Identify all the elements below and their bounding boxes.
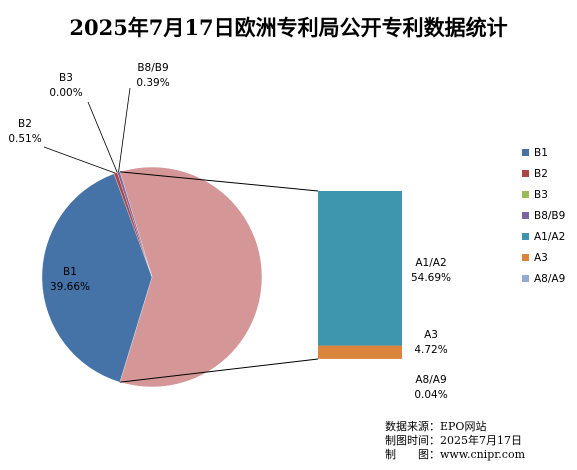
label-a3-value: 4.72% (414, 344, 447, 356)
legend-label-a1-a2: A1/A2 (534, 231, 565, 243)
legend-swatch-b2 (522, 170, 529, 177)
label-b1-value: 39.66% (50, 281, 90, 293)
leader-line-b8-b9 (119, 88, 130, 172)
legend: B1 B2 B3 B8/B9 A1/A2 A3 A8/A9 (522, 147, 565, 285)
label-a1a2-name: A1/A2 (415, 257, 446, 269)
label-b3-value: 0.00% (49, 87, 82, 99)
legend-label-a3: A3 (534, 252, 548, 264)
legend-label-b8-b9: B8/B9 (534, 210, 565, 222)
label-b3-name: B3 (59, 72, 73, 84)
leader-line-b3 (88, 102, 117, 173)
label-a1a2-value: 54.69% (411, 272, 451, 284)
label-a3-name: A3 (424, 329, 438, 341)
legend-swatch-a8-a9 (522, 275, 529, 282)
label-b2-name: B2 (18, 118, 32, 130)
label-b1-name: B1 (63, 266, 77, 278)
label-a8a9-name: A8/A9 (415, 374, 446, 386)
legend-label-b3: B3 (534, 189, 548, 201)
label-b8b9-value: 0.39% (136, 77, 169, 89)
label-a8a9-value: 0.04% (414, 389, 447, 401)
bar-segment-a3 (318, 346, 402, 359)
legend-swatch-a3 (522, 254, 529, 261)
legend-swatch-a1-a2 (522, 233, 529, 240)
legend-label-b2: B2 (534, 168, 548, 180)
bar-segment-a1-a2 (318, 191, 402, 346)
label-b2-value: 0.51% (8, 133, 41, 145)
leader-line-b2 (44, 147, 116, 173)
legend-label-a8-a9: A8/A9 (534, 273, 565, 285)
label-b8b9-name: B8/B9 (137, 62, 168, 74)
legend-swatch-b3 (522, 191, 529, 198)
source-line: 数据来源：EPO网站 (385, 420, 486, 434)
date-line: 制图时间：2025年7月17日 (385, 434, 522, 448)
bar-group (318, 191, 402, 359)
legend-swatch-b1 (522, 149, 529, 156)
legend-label-b1: B1 (534, 147, 548, 159)
legend-swatch-b8-b9 (522, 212, 529, 219)
author-line: 制 图：www.cnipr.com (385, 448, 525, 462)
